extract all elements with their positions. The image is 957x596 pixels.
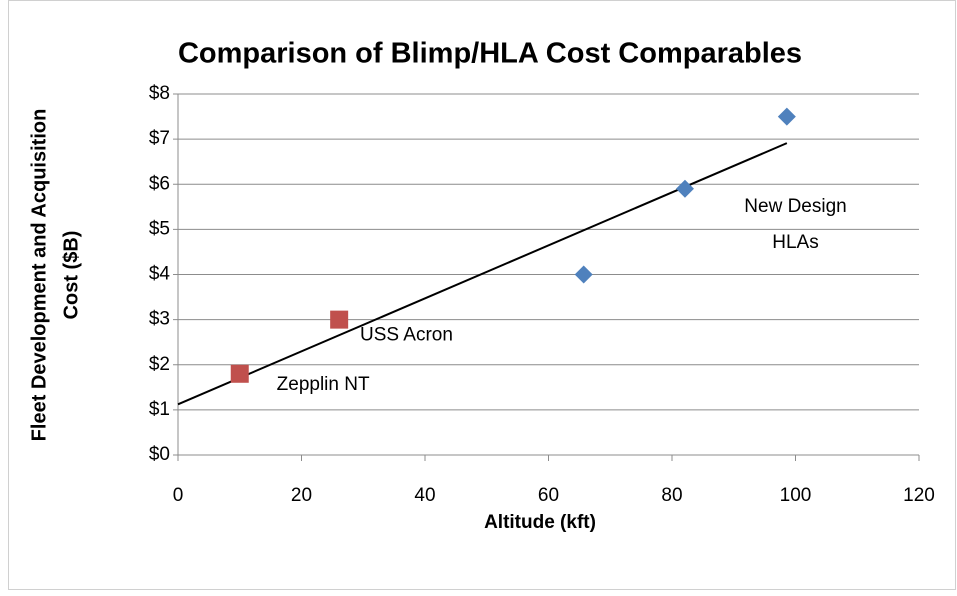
y-axis-label: Cost ($B): [60, 231, 82, 320]
x-tick-label: 0: [173, 485, 184, 506]
data-point: [330, 310, 349, 329]
y-tick-label: $2: [149, 354, 170, 375]
x-tick-label: 80: [661, 485, 682, 506]
x-tick-label: 40: [414, 485, 435, 506]
annotation: HLAs: [772, 232, 818, 253]
chart-frame: [8, 0, 956, 590]
x-tick-label: 100: [780, 485, 812, 506]
y-tick-label: $1: [149, 399, 170, 420]
annotation: Zepplin NT: [277, 374, 370, 395]
data-point: [574, 265, 593, 284]
y-tick-label: $4: [149, 264, 171, 285]
y-tick-label: $0: [149, 444, 170, 465]
chart-title: Comparison of Blimp/HLA Cost Comparables: [178, 38, 802, 70]
x-tick-label: 120: [903, 485, 935, 506]
y-tick-label: $7: [149, 128, 170, 149]
annotation: USS Acron: [360, 324, 453, 345]
y-tick-label: $3: [149, 309, 170, 330]
x-tick-label: 60: [538, 485, 559, 506]
y-tick-label: $5: [149, 218, 170, 239]
x-tick-label: 20: [291, 485, 312, 506]
data-point: [230, 364, 249, 383]
data-point: [675, 179, 694, 198]
data-point: [777, 107, 796, 126]
y-axis-label: Fleet Development and Acquisition: [28, 109, 50, 442]
y-tick-label: $8: [149, 83, 170, 104]
x-axis-label: Altitude (kft): [484, 512, 596, 533]
annotation: New Design: [744, 196, 846, 217]
y-tick-label: $6: [149, 173, 170, 194]
